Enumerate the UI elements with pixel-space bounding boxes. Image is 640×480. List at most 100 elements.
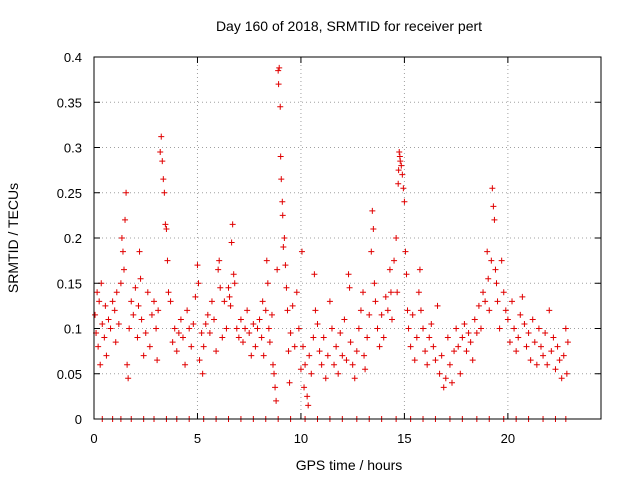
data-point xyxy=(188,343,195,350)
data-point xyxy=(492,266,499,273)
data-point xyxy=(305,402,312,409)
data-point xyxy=(155,307,162,314)
data-point xyxy=(216,257,223,264)
data-point xyxy=(211,316,218,323)
data-point xyxy=(405,325,412,332)
data-point xyxy=(432,357,439,364)
data-point xyxy=(333,343,340,350)
data-point xyxy=(517,311,524,318)
data-point xyxy=(459,334,466,341)
data-point xyxy=(221,298,228,305)
data-point xyxy=(396,149,403,156)
data-point xyxy=(318,361,325,368)
data-point xyxy=(537,343,544,350)
data-point xyxy=(409,311,416,318)
data-point xyxy=(138,316,145,323)
data-point xyxy=(482,298,489,305)
data-point xyxy=(457,370,464,377)
data-point xyxy=(233,325,240,332)
data-point xyxy=(271,370,278,377)
data-point xyxy=(282,262,289,269)
data-point xyxy=(136,248,143,255)
data-point xyxy=(331,361,338,368)
data-point xyxy=(515,334,522,341)
data-point xyxy=(279,212,286,219)
data-point xyxy=(346,284,353,291)
data-point xyxy=(564,339,571,346)
data-point xyxy=(153,325,160,332)
data-point xyxy=(112,339,119,346)
data-point xyxy=(92,311,99,318)
data-point xyxy=(231,280,238,287)
data-point xyxy=(525,330,532,337)
data-point xyxy=(208,298,215,305)
data-point xyxy=(428,320,435,327)
data-point xyxy=(266,339,273,346)
data-point xyxy=(465,330,472,337)
data-point xyxy=(196,357,203,364)
data-point xyxy=(489,185,496,192)
data-point xyxy=(291,343,298,350)
data-point xyxy=(542,330,549,337)
data-point xyxy=(259,298,266,305)
data-point xyxy=(387,289,394,296)
data-point xyxy=(103,352,110,359)
data-point xyxy=(560,352,567,359)
data-point xyxy=(217,284,224,291)
data-point xyxy=(140,352,147,359)
data-point xyxy=(276,64,283,71)
data-point xyxy=(451,348,458,355)
data-point xyxy=(198,330,205,337)
data-point xyxy=(374,325,381,332)
data-point xyxy=(326,298,333,305)
y-axis-title: SRMTID / TECUs xyxy=(5,183,21,293)
data-point xyxy=(357,307,364,314)
data-point xyxy=(190,320,197,327)
data-point xyxy=(302,361,309,368)
data-point xyxy=(404,307,411,314)
data-point xyxy=(417,307,424,314)
data-point xyxy=(206,330,213,337)
data-point xyxy=(540,352,547,359)
data-point xyxy=(239,339,246,346)
data-point xyxy=(513,348,520,355)
data-point xyxy=(386,266,393,273)
data-point xyxy=(488,257,495,264)
data-point xyxy=(366,311,373,318)
data-point xyxy=(353,348,360,355)
data-point xyxy=(111,307,118,314)
data-point xyxy=(335,370,342,377)
data-point xyxy=(438,352,445,359)
data-point xyxy=(548,348,555,355)
data-point xyxy=(312,307,319,314)
data-point xyxy=(473,330,480,337)
data-point xyxy=(135,302,142,309)
data-point xyxy=(351,375,358,382)
data-point xyxy=(235,334,242,341)
data-point xyxy=(360,289,367,296)
data-point xyxy=(477,325,484,332)
data-point xyxy=(434,302,441,309)
data-point xyxy=(398,162,405,169)
data-point xyxy=(496,325,503,332)
data-point xyxy=(142,330,149,337)
y-tick-label: 0.35 xyxy=(57,95,82,110)
data-point xyxy=(283,284,290,291)
y-tick-label: 0.3 xyxy=(64,141,82,156)
data-point xyxy=(113,289,120,296)
y-tick-label: 0.2 xyxy=(64,231,82,246)
data-point xyxy=(117,280,124,287)
data-point xyxy=(422,348,429,355)
data-point xyxy=(228,239,235,246)
data-point xyxy=(440,384,447,391)
data-point xyxy=(362,366,369,373)
data-point xyxy=(343,357,350,364)
data-point xyxy=(146,343,153,350)
y-tick-label: 0.15 xyxy=(57,276,82,291)
data-point xyxy=(199,370,206,377)
data-point xyxy=(186,325,193,332)
data-point xyxy=(509,298,516,305)
data-point xyxy=(285,348,292,355)
data-point xyxy=(169,339,176,346)
data-point xyxy=(265,325,272,332)
